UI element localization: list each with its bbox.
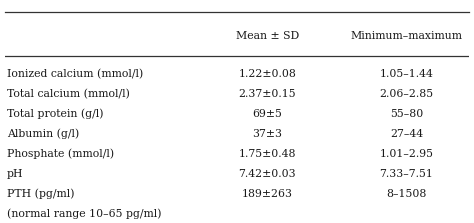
- Text: Total protein (g/l): Total protein (g/l): [7, 109, 103, 119]
- Text: 1.05–1.44: 1.05–1.44: [380, 69, 434, 79]
- Text: 189±263: 189±263: [242, 189, 292, 199]
- Text: Ionized calcium (mmol/l): Ionized calcium (mmol/l): [7, 69, 143, 79]
- Text: 2.37±0.15: 2.37±0.15: [238, 89, 296, 99]
- Text: pH: pH: [7, 169, 24, 179]
- Text: PTH (pg/ml): PTH (pg/ml): [7, 188, 74, 199]
- Text: 55–80: 55–80: [390, 109, 423, 119]
- Text: 1.22±0.08: 1.22±0.08: [238, 69, 296, 79]
- Text: 8–1508: 8–1508: [386, 189, 427, 199]
- Text: 1.75±0.48: 1.75±0.48: [238, 149, 296, 159]
- Text: Albumin (g/l): Albumin (g/l): [7, 129, 79, 139]
- Text: Total calcium (mmol/l): Total calcium (mmol/l): [7, 89, 130, 99]
- Text: Minimum–maximum: Minimum–maximum: [351, 31, 463, 41]
- Text: 1.01–2.95: 1.01–2.95: [380, 149, 434, 159]
- Text: (normal range 10–65 pg/ml): (normal range 10–65 pg/ml): [7, 208, 162, 219]
- Text: 7.42±0.03: 7.42±0.03: [238, 169, 296, 179]
- Text: 69±5: 69±5: [252, 109, 282, 119]
- Text: 7.33–7.51: 7.33–7.51: [380, 169, 434, 179]
- Text: 27–44: 27–44: [390, 129, 423, 139]
- Text: Phosphate (mmol/l): Phosphate (mmol/l): [7, 149, 114, 159]
- Text: 37±3: 37±3: [252, 129, 282, 139]
- Text: Mean ± SD: Mean ± SD: [236, 31, 299, 41]
- Text: 2.06–2.85: 2.06–2.85: [380, 89, 434, 99]
